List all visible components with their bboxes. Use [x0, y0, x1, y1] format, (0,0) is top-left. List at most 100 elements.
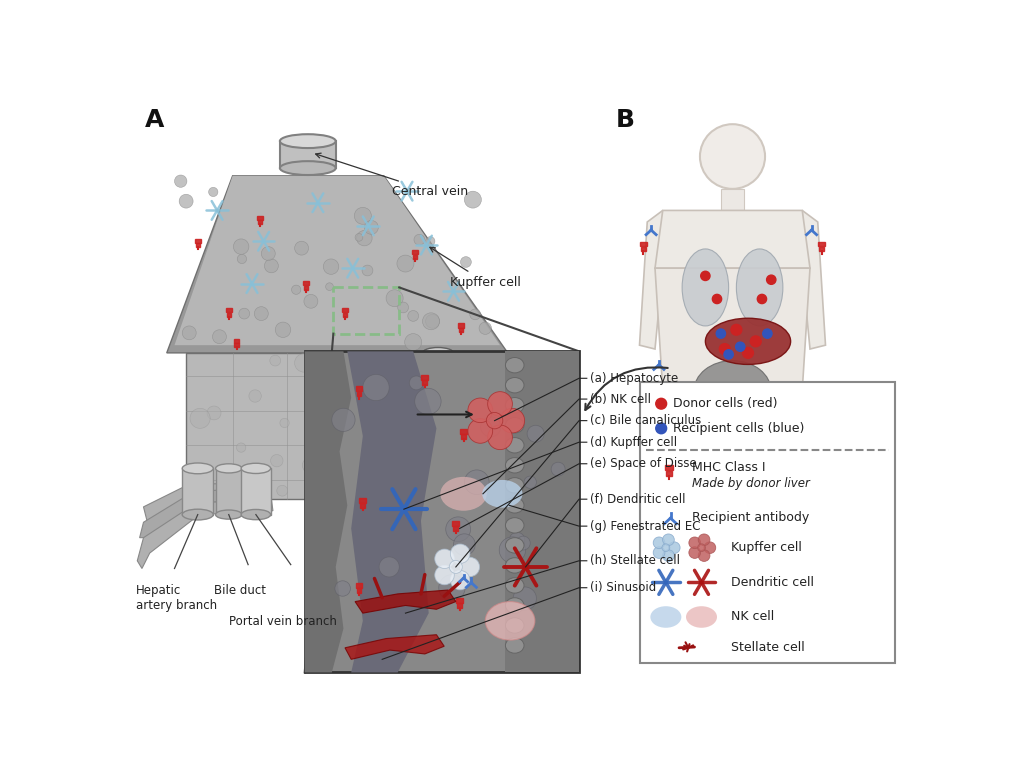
Bar	[457, 598, 463, 603]
Bar	[356, 588, 361, 593]
Bar	[186, 353, 423, 499]
Ellipse shape	[506, 498, 524, 513]
Text: Hepatic
artery branch: Hepatic artery branch	[136, 584, 217, 612]
Text: A: A	[145, 108, 165, 132]
Bar	[241, 468, 270, 515]
Circle shape	[486, 412, 503, 429]
Circle shape	[315, 352, 336, 372]
Circle shape	[249, 390, 261, 402]
Circle shape	[382, 445, 393, 455]
Text: Kupffer cell: Kupffer cell	[430, 247, 520, 288]
Circle shape	[698, 550, 710, 562]
Circle shape	[415, 389, 441, 414]
Ellipse shape	[506, 477, 524, 493]
Circle shape	[720, 383, 729, 392]
Circle shape	[398, 442, 419, 462]
Ellipse shape	[506, 377, 524, 393]
Circle shape	[470, 309, 480, 320]
Circle shape	[257, 479, 267, 490]
Text: (b) NK cell: (b) NK cell	[590, 392, 651, 405]
Circle shape	[261, 247, 275, 260]
Ellipse shape	[682, 249, 729, 326]
Ellipse shape	[650, 606, 681, 628]
Bar	[257, 216, 263, 220]
Text: Bile duct: Bile duct	[214, 584, 266, 597]
Polygon shape	[345, 635, 444, 660]
Text: (c) Bile canaliculus: (c) Bile canaliculus	[590, 414, 701, 427]
Bar	[458, 603, 462, 608]
Circle shape	[551, 462, 565, 476]
Circle shape	[397, 302, 409, 313]
Circle shape	[426, 314, 439, 328]
Bar	[459, 323, 464, 328]
Circle shape	[751, 336, 761, 347]
Text: MHC Class I: MHC Class I	[692, 461, 766, 474]
Circle shape	[663, 534, 674, 546]
Bar	[454, 527, 458, 531]
Bar	[733, 449, 739, 455]
Circle shape	[464, 470, 489, 495]
Circle shape	[332, 408, 355, 431]
Circle shape	[237, 443, 246, 452]
Bar	[799, 407, 806, 412]
Bar	[234, 344, 239, 348]
Bar	[459, 328, 463, 332]
Bar	[461, 434, 466, 439]
Ellipse shape	[686, 606, 717, 628]
Circle shape	[662, 543, 670, 552]
Circle shape	[365, 220, 378, 235]
Polygon shape	[355, 590, 456, 613]
Circle shape	[403, 368, 413, 377]
Circle shape	[479, 322, 492, 335]
Bar	[453, 521, 459, 526]
Circle shape	[270, 355, 281, 366]
Bar	[666, 465, 673, 471]
Circle shape	[379, 557, 399, 577]
Circle shape	[655, 423, 667, 433]
Circle shape	[239, 308, 250, 319]
Bar	[413, 255, 417, 259]
Polygon shape	[174, 176, 500, 345]
Circle shape	[362, 374, 389, 401]
Circle shape	[524, 476, 537, 488]
Circle shape	[454, 534, 475, 556]
Polygon shape	[802, 210, 825, 349]
Circle shape	[304, 294, 317, 308]
Circle shape	[355, 234, 362, 241]
Text: (e) Space of Disse: (e) Space of Disse	[590, 457, 696, 471]
Circle shape	[500, 537, 525, 563]
Circle shape	[713, 294, 722, 304]
Polygon shape	[655, 268, 810, 414]
Ellipse shape	[506, 438, 524, 453]
Ellipse shape	[216, 510, 242, 519]
Bar	[304, 285, 308, 290]
Circle shape	[487, 425, 512, 449]
Circle shape	[404, 334, 422, 351]
Circle shape	[487, 392, 512, 416]
Text: Kupffer cell: Kupffer cell	[731, 541, 802, 554]
Circle shape	[460, 557, 479, 577]
Ellipse shape	[506, 417, 524, 433]
Circle shape	[450, 560, 462, 573]
Bar	[343, 313, 347, 317]
Bar	[818, 241, 825, 247]
Circle shape	[669, 542, 680, 553]
Ellipse shape	[280, 161, 336, 175]
Bar	[355, 386, 362, 391]
Circle shape	[742, 348, 754, 358]
Circle shape	[516, 536, 530, 550]
Ellipse shape	[693, 361, 771, 422]
Ellipse shape	[506, 357, 524, 373]
Circle shape	[527, 425, 544, 442]
Circle shape	[480, 417, 501, 437]
Bar	[412, 250, 418, 254]
Bar	[641, 247, 646, 251]
Text: (a) Hepatocyte: (a) Hepatocyte	[590, 372, 678, 385]
Circle shape	[435, 565, 455, 584]
Ellipse shape	[706, 318, 791, 364]
Ellipse shape	[506, 518, 524, 533]
Bar	[355, 583, 362, 587]
Bar	[225, 308, 231, 312]
Text: Recipient cells (blue): Recipient cells (blue)	[673, 422, 804, 435]
Bar	[182, 468, 213, 515]
